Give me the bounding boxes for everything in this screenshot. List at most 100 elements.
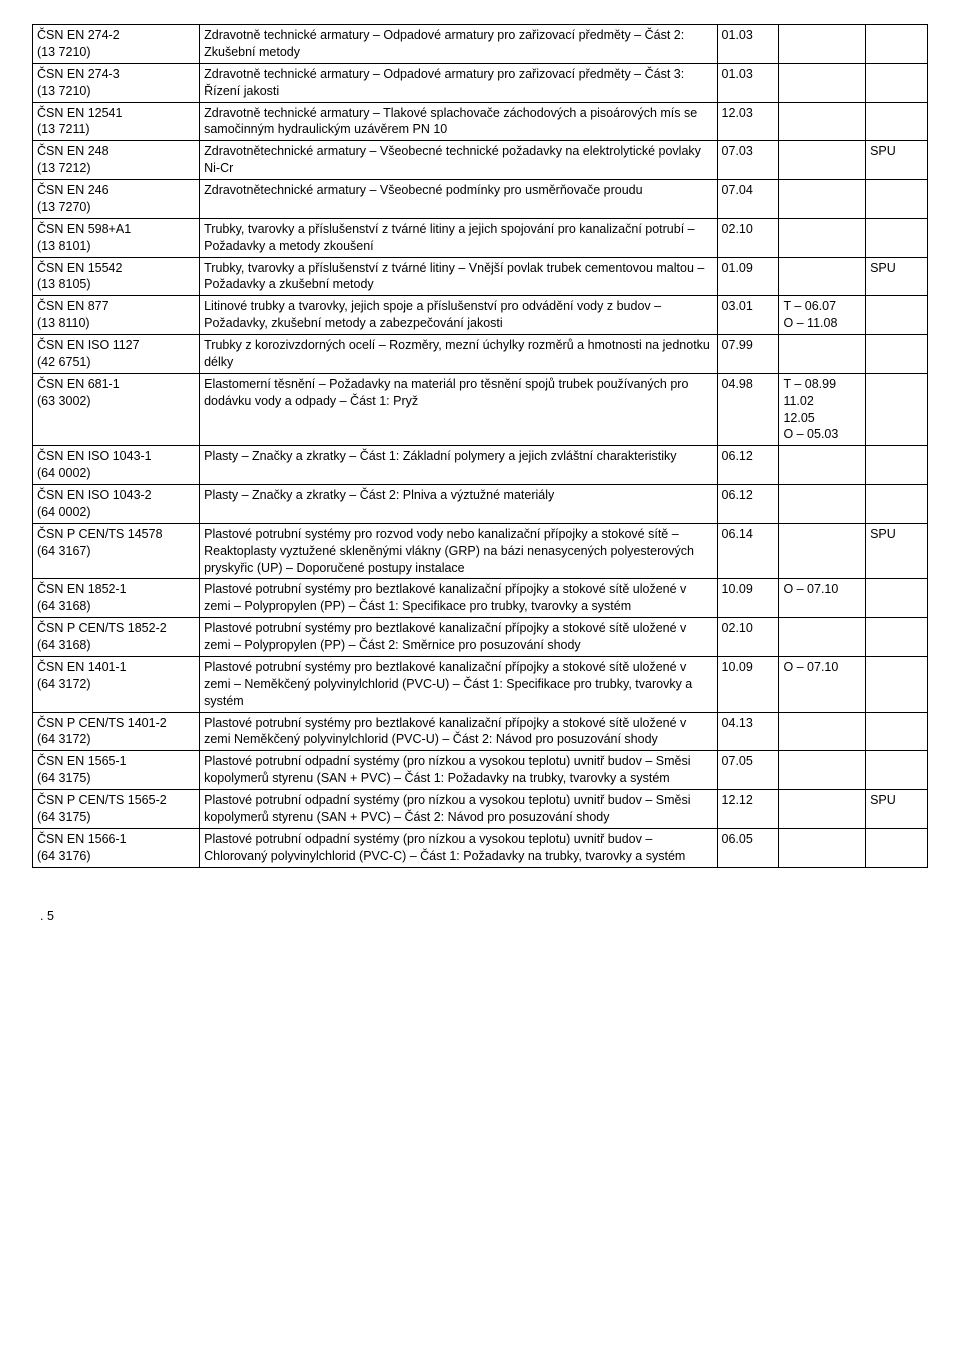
standard-description: Plastové potrubní systémy pro beztlakové… bbox=[200, 656, 717, 712]
date-column: 06.05 bbox=[717, 828, 779, 867]
date-column: 07.05 bbox=[717, 751, 779, 790]
page-number: . 5 bbox=[32, 908, 928, 925]
note-column bbox=[866, 828, 928, 867]
standard-code: ČSN P CEN/TS 1852-2 (64 3168) bbox=[33, 618, 200, 657]
change-column bbox=[779, 63, 866, 102]
change-column bbox=[779, 102, 866, 141]
standard-code: ČSN EN 598+A1 (13 8101) bbox=[33, 218, 200, 257]
table-row: ČSN P CEN/TS 1852-2 (64 3168)Plastové po… bbox=[33, 618, 928, 657]
standard-code: ČSN EN 1566-1 (64 3176) bbox=[33, 828, 200, 867]
note-column bbox=[866, 656, 928, 712]
change-column bbox=[779, 25, 866, 64]
date-column: 02.10 bbox=[717, 218, 779, 257]
note-column bbox=[866, 25, 928, 64]
standard-code: ČSN EN ISO 1127 (42 6751) bbox=[33, 335, 200, 374]
table-row: ČSN EN 598+A1 (13 8101)Trubky, tvarovky … bbox=[33, 218, 928, 257]
change-column bbox=[779, 712, 866, 751]
table-row: ČSN P CEN/TS 1565-2 (64 3175)Plastové po… bbox=[33, 790, 928, 829]
standard-code: ČSN EN 12541 (13 7211) bbox=[33, 102, 200, 141]
date-column: 06.14 bbox=[717, 523, 779, 579]
change-column bbox=[779, 180, 866, 219]
date-column: 10.09 bbox=[717, 656, 779, 712]
change-column bbox=[779, 618, 866, 657]
table-row: ČSN EN 681-1 (63 3002)Elastomerní těsněn… bbox=[33, 373, 928, 446]
note-column bbox=[866, 485, 928, 524]
table-row: ČSN EN 877 (13 8110)Litinové trubky a tv… bbox=[33, 296, 928, 335]
change-column bbox=[779, 751, 866, 790]
change-column: O – 07.10 bbox=[779, 579, 866, 618]
note-column bbox=[866, 335, 928, 374]
table-row: ČSN EN 248 (13 7212)Zdravotnětechnické a… bbox=[33, 141, 928, 180]
change-column bbox=[779, 141, 866, 180]
date-column: 06.12 bbox=[717, 485, 779, 524]
note-column bbox=[866, 296, 928, 335]
standard-description: Trubky z korozivzdorných ocelí – Rozměry… bbox=[200, 335, 717, 374]
standard-description: Trubky, tvarovky a příslušenství z tvárn… bbox=[200, 218, 717, 257]
table-row: ČSN P CEN/TS 14578 (64 3167)Plastové pot… bbox=[33, 523, 928, 579]
standard-description: Plastové potrubní odpadní systémy (pro n… bbox=[200, 790, 717, 829]
date-column: 10.09 bbox=[717, 579, 779, 618]
table-row: ČSN P CEN/TS 1401-2 (64 3172)Plastové po… bbox=[33, 712, 928, 751]
table-row: ČSN EN 246 (13 7270)Zdravotnětechnické a… bbox=[33, 180, 928, 219]
table-row: ČSN EN 1565-1 (64 3175)Plastové potrubní… bbox=[33, 751, 928, 790]
standard-description: Zdravotně technické armatury – Odpadové … bbox=[200, 63, 717, 102]
standard-description: Plasty – Značky a zkratky – Část 2: Plni… bbox=[200, 485, 717, 524]
standard-description: Plastové potrubní systémy pro rozvod vod… bbox=[200, 523, 717, 579]
note-column bbox=[866, 618, 928, 657]
change-column bbox=[779, 257, 866, 296]
standard-code: ČSN EN 681-1 (63 3002) bbox=[33, 373, 200, 446]
date-column: 02.10 bbox=[717, 618, 779, 657]
table-row: ČSN EN 1401-1 (64 3172)Plastové potrubní… bbox=[33, 656, 928, 712]
date-column: 06.12 bbox=[717, 446, 779, 485]
note-column bbox=[866, 180, 928, 219]
date-column: 07.04 bbox=[717, 180, 779, 219]
note-column bbox=[866, 712, 928, 751]
standard-code: ČSN EN ISO 1043-2 (64 0002) bbox=[33, 485, 200, 524]
change-column: T – 08.99 11.02 12.05 O – 05.03 bbox=[779, 373, 866, 446]
note-column bbox=[866, 63, 928, 102]
table-row: ČSN EN 1852-1 (64 3168)Plastové potrubní… bbox=[33, 579, 928, 618]
change-column bbox=[779, 218, 866, 257]
standard-description: Litinové trubky a tvarovky, jejich spoje… bbox=[200, 296, 717, 335]
change-column: O – 07.10 bbox=[779, 656, 866, 712]
standard-code: ČSN EN 274-2 (13 7210) bbox=[33, 25, 200, 64]
table-row: ČSN EN ISO 1043-1 (64 0002)Plasty – Znač… bbox=[33, 446, 928, 485]
standard-description: Elastomerní těsnění – Požadavky na mater… bbox=[200, 373, 717, 446]
standard-description: Trubky, tvarovky a příslušenství z tvárn… bbox=[200, 257, 717, 296]
table-row: ČSN EN ISO 1043-2 (64 0002)Plasty – Znač… bbox=[33, 485, 928, 524]
note-column: SPU bbox=[866, 790, 928, 829]
note-column bbox=[866, 446, 928, 485]
note-column bbox=[866, 751, 928, 790]
date-column: 07.99 bbox=[717, 335, 779, 374]
table-row: ČSN EN 1566-1 (64 3176)Plastové potrubní… bbox=[33, 828, 928, 867]
note-column: SPU bbox=[866, 523, 928, 579]
date-column: 01.03 bbox=[717, 25, 779, 64]
date-column: 12.03 bbox=[717, 102, 779, 141]
change-column bbox=[779, 335, 866, 374]
table-row: ČSN EN ISO 1127 (42 6751)Trubky z korozi… bbox=[33, 335, 928, 374]
standard-description: Plastové potrubní systémy pro beztlakové… bbox=[200, 579, 717, 618]
standard-description: Plastové potrubní systémy pro beztlakové… bbox=[200, 712, 717, 751]
note-column bbox=[866, 579, 928, 618]
standard-code: ČSN EN ISO 1043-1 (64 0002) bbox=[33, 446, 200, 485]
standard-description: Zdravotně technické armatury – Odpadové … bbox=[200, 25, 717, 64]
standard-description: Plastové potrubní systémy pro beztlakové… bbox=[200, 618, 717, 657]
change-column: T – 06.07 O – 11.08 bbox=[779, 296, 866, 335]
change-column bbox=[779, 790, 866, 829]
standard-description: Zdravotně technické armatury – Tlakové s… bbox=[200, 102, 717, 141]
date-column: 04.98 bbox=[717, 373, 779, 446]
note-column: SPU bbox=[866, 257, 928, 296]
standard-description: Zdravotnětechnické armatury – Všeobecné … bbox=[200, 141, 717, 180]
note-column bbox=[866, 102, 928, 141]
standard-code: ČSN EN 1401-1 (64 3172) bbox=[33, 656, 200, 712]
standard-code: ČSN P CEN/TS 1401-2 (64 3172) bbox=[33, 712, 200, 751]
standard-code: ČSN EN 248 (13 7212) bbox=[33, 141, 200, 180]
table-row: ČSN EN 274-3 (13 7210)Zdravotně technick… bbox=[33, 63, 928, 102]
date-column: 12.12 bbox=[717, 790, 779, 829]
change-column bbox=[779, 523, 866, 579]
date-column: 01.09 bbox=[717, 257, 779, 296]
date-column: 01.03 bbox=[717, 63, 779, 102]
note-column bbox=[866, 218, 928, 257]
standard-code: ČSN EN 246 (13 7270) bbox=[33, 180, 200, 219]
standard-description: Plastové potrubní odpadní systémy (pro n… bbox=[200, 828, 717, 867]
